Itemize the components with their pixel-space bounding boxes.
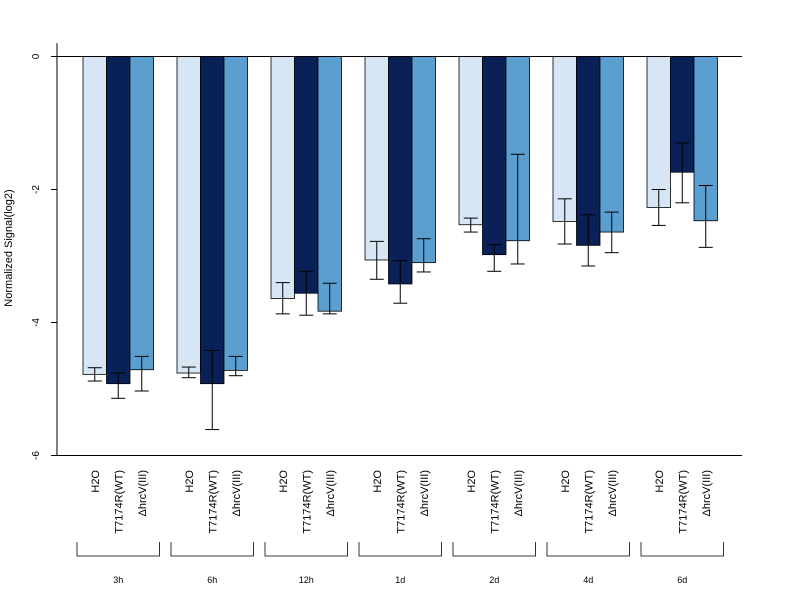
bar-label: ΔhrcV(III) — [231, 470, 243, 516]
group-bracket — [452, 542, 536, 557]
group-bracket — [640, 542, 724, 557]
bar — [223, 56, 248, 371]
group-bracket — [358, 542, 442, 557]
group-label: 2d — [489, 575, 499, 585]
bar-label: T7174R(WT) — [677, 470, 689, 534]
group-bracket — [264, 542, 348, 557]
bar — [646, 56, 671, 208]
bar — [129, 56, 154, 371]
group-label: 1d — [395, 575, 405, 585]
bar-label: H2O — [560, 470, 572, 493]
bar — [552, 56, 577, 222]
bar — [200, 56, 225, 385]
bar-label: ΔhrcV(III) — [513, 470, 525, 516]
bar-label: H2O — [654, 470, 666, 493]
bar-label: T7174R(WT) — [113, 470, 125, 534]
bar — [317, 56, 342, 312]
bar-label: T7174R(WT) — [395, 470, 407, 534]
bar — [270, 56, 295, 299]
bar-label: H2O — [278, 470, 290, 493]
bar-label: ΔhrcV(III) — [419, 470, 431, 516]
bar — [599, 56, 624, 233]
group-label: 6d — [677, 575, 687, 585]
bar — [106, 56, 131, 385]
bar-label: H2O — [466, 470, 478, 493]
bar — [482, 56, 507, 256]
bar-label: ΔhrcV(III) — [137, 470, 149, 516]
bar-label: T7174R(WT) — [489, 470, 501, 534]
bar — [294, 56, 319, 294]
bar-label: T7174R(WT) — [583, 470, 595, 534]
bar — [364, 56, 389, 261]
group-bracket — [76, 542, 160, 557]
bar — [458, 56, 483, 226]
bar — [388, 56, 413, 285]
bar-label: H2O — [372, 470, 384, 493]
group-bracket — [546, 542, 630, 557]
bar — [411, 56, 436, 264]
bar-label: H2O — [90, 470, 102, 493]
group-label: 12h — [299, 575, 314, 585]
bar-label: ΔhrcV(III) — [607, 470, 619, 516]
y-axis-label: Normalized Signal(log2) — [3, 189, 15, 306]
bar — [82, 56, 107, 375]
y-tick-label: 0 — [31, 53, 42, 59]
bar-label: T7174R(WT) — [301, 470, 313, 534]
bar — [176, 56, 201, 374]
y-tick-label: -4 — [31, 318, 42, 327]
plot-area: 0 -2 -4 -6 H2O T7174R(WT) ΔhrcV(III) 3h H2O T7174… — [31, 43, 742, 585]
bar-label: H2O — [184, 470, 196, 493]
group-label: 3h — [113, 575, 123, 585]
bar-label: ΔhrcV(III) — [701, 470, 713, 516]
group-label: 4d — [583, 575, 593, 585]
y-tick-label: -2 — [31, 185, 42, 194]
bar-label: T7174R(WT) — [207, 470, 219, 534]
y-tick-label: -6 — [31, 451, 42, 460]
group-bracket — [170, 542, 254, 557]
bar-label: ΔhrcV(III) — [325, 470, 337, 516]
group-label: 6h — [207, 575, 217, 585]
